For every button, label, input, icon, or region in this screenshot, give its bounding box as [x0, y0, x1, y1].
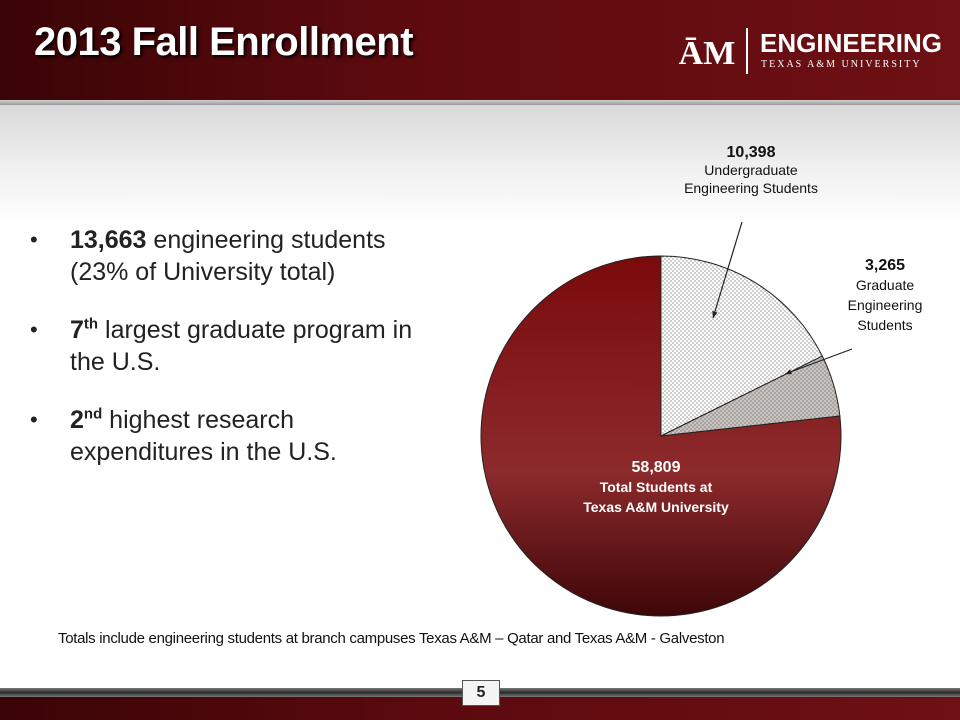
- bullet-strong: 7: [70, 316, 84, 344]
- tamu-engineering-logo: ĀM ENGINEERING TEXAS A&M UNIVERSITY: [676, 26, 946, 76]
- footer-bar: [0, 697, 960, 720]
- gray-band: [0, 105, 960, 225]
- pie-label-3: 58,809 Total Students at Texas A&M Univers…: [583, 459, 729, 515]
- logo-subline: TEXAS A&M UNIVERSITY: [761, 59, 922, 70]
- pie-label-2: 3,265 Graduate Engineering Students: [848, 257, 923, 333]
- footnote: Totals include engineering students at b…: [58, 630, 725, 647]
- logo-wordmark: ENGINEERING: [760, 28, 943, 58]
- bullet-text: largest graduate program in the U.S.: [70, 316, 413, 376]
- svg-text:ĀM: ĀM: [679, 35, 736, 72]
- bullet-strong: 13,663: [70, 226, 147, 254]
- bullet-superscript: nd: [83, 405, 103, 423]
- header-bar: [0, 0, 960, 100]
- pie-slice-3: [480, 255, 842, 617]
- bullet-item-graduate-rank: • 7th largest graduate program in the U.…: [30, 314, 430, 378]
- atm-mark-icon: ĀM: [679, 35, 736, 72]
- slide-title: 2013 Fall Enrollment: [34, 20, 414, 64]
- bullet-dot-icon: •: [30, 317, 38, 342]
- bullet-text: engineering students (23% of University …: [70, 226, 386, 286]
- bullet-text: highest research expenditures in the U.S…: [70, 406, 337, 466]
- header-rule: [0, 100, 960, 105]
- bullet-list: • 13,663 engineering students (23% of Un…: [30, 224, 430, 494]
- logo-divider: [746, 28, 748, 74]
- atm-logo-mark: ĀM: [676, 26, 738, 76]
- bullet-item-research-rank: • 2nd highest research expenditures in t…: [30, 404, 430, 468]
- leader-line-2: [784, 348, 853, 375]
- leader-arrow-icon: [712, 311, 718, 318]
- bullet-dot-icon: •: [30, 227, 38, 252]
- bullet-superscript: th: [83, 315, 99, 333]
- page-number: 5: [462, 680, 500, 706]
- bullet-dot-icon: •: [30, 407, 38, 432]
- bullet-strong: 2: [70, 406, 84, 434]
- enrollment-pie-chart: 10,398 Undergraduate Engineering Students 3…: [480, 144, 922, 617]
- pie-slice-1: [660, 255, 823, 437]
- bullet-item-students: • 13,663 engineering students (23% of Un…: [30, 224, 430, 288]
- pie-labels: 10,398 Undergraduate Engineering Students 3…: [583, 144, 922, 515]
- pie-group: [480, 255, 842, 617]
- pie-label-1: 10,398 Undergraduate Engineering Students: [684, 144, 818, 196]
- leader-line-1: [712, 221, 743, 319]
- leader-arrow-icon: [785, 369, 792, 375]
